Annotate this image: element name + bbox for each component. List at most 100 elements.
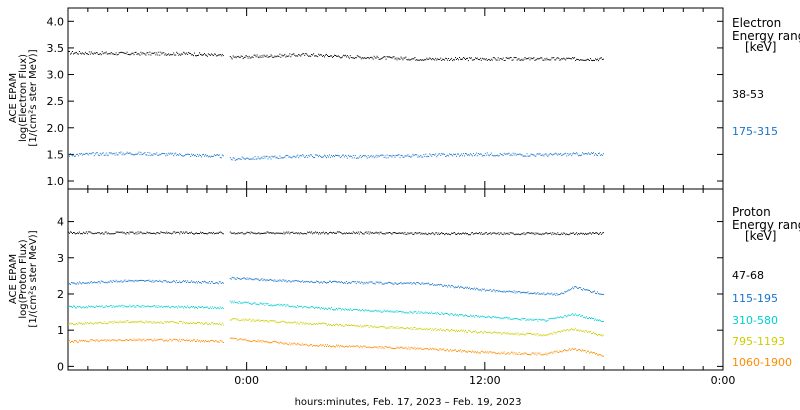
data-point bbox=[262, 340, 264, 342]
data-point bbox=[467, 350, 469, 352]
data-point bbox=[99, 322, 101, 323]
data-point bbox=[185, 323, 187, 325]
data-point bbox=[256, 320, 258, 322]
data-point bbox=[391, 282, 393, 284]
data-point bbox=[300, 154, 302, 156]
data-point bbox=[430, 233, 432, 235]
data-point bbox=[263, 341, 265, 342]
data-point bbox=[405, 328, 407, 329]
data-point bbox=[523, 291, 525, 293]
data-point bbox=[297, 305, 299, 306]
data-point bbox=[241, 156, 243, 158]
data-point bbox=[180, 54, 182, 56]
data-point bbox=[108, 306, 110, 307]
data-point bbox=[391, 233, 393, 235]
data-point bbox=[171, 320, 173, 322]
data-point bbox=[452, 349, 454, 351]
data-point bbox=[155, 340, 157, 342]
data-point bbox=[529, 318, 531, 320]
data-point bbox=[78, 339, 80, 341]
data-point bbox=[562, 292, 564, 294]
data-point bbox=[209, 282, 211, 284]
data-point bbox=[353, 345, 355, 347]
data-point bbox=[577, 287, 579, 289]
data-point bbox=[458, 59, 459, 61]
data-point bbox=[566, 329, 568, 331]
data-point bbox=[477, 233, 479, 235]
data-point bbox=[337, 281, 339, 283]
data-point bbox=[115, 152, 117, 154]
data-point bbox=[582, 315, 584, 317]
data-point bbox=[209, 156, 211, 158]
data-point bbox=[495, 316, 497, 318]
data-point bbox=[484, 351, 486, 353]
data-point bbox=[386, 232, 388, 234]
data-point bbox=[177, 231, 179, 233]
data-point bbox=[288, 305, 290, 307]
data-point bbox=[549, 318, 551, 320]
data-point bbox=[237, 302, 239, 304]
data-point bbox=[346, 309, 348, 311]
data-point bbox=[251, 56, 253, 58]
data-point bbox=[333, 231, 334, 233]
data-point bbox=[185, 280, 187, 282]
data-point bbox=[506, 353, 508, 354]
data-point bbox=[503, 60, 505, 61]
data-point bbox=[491, 59, 493, 61]
proton-legend-title-3: [keV] bbox=[745, 229, 776, 243]
data-point bbox=[280, 341, 282, 343]
data-point bbox=[329, 324, 330, 326]
data-point bbox=[265, 280, 267, 282]
data-point bbox=[514, 317, 516, 319]
data-point bbox=[348, 309, 350, 311]
data-point bbox=[402, 311, 404, 312]
data-point bbox=[395, 232, 397, 234]
data-point bbox=[491, 332, 493, 334]
data-point bbox=[74, 155, 76, 157]
data-point bbox=[114, 339, 116, 341]
data-point bbox=[398, 328, 400, 330]
data-point bbox=[439, 314, 441, 315]
data-point bbox=[277, 342, 279, 343]
data-point bbox=[341, 308, 343, 310]
data-point bbox=[354, 308, 356, 310]
data-point bbox=[155, 54, 157, 56]
data-point bbox=[187, 305, 189, 307]
data-point bbox=[592, 232, 593, 234]
data-point bbox=[250, 303, 252, 305]
data-point bbox=[513, 154, 515, 156]
data-point bbox=[389, 155, 391, 157]
data-point bbox=[348, 232, 350, 234]
data-point bbox=[364, 231, 366, 233]
data-point bbox=[283, 343, 285, 345]
data-point bbox=[70, 283, 71, 285]
data-point bbox=[379, 310, 381, 312]
data-point bbox=[541, 292, 543, 294]
data-point bbox=[222, 324, 224, 326]
data-point bbox=[470, 351, 472, 353]
data-point bbox=[381, 233, 383, 234]
data-point bbox=[580, 350, 582, 351]
data-point bbox=[72, 323, 73, 324]
data-point bbox=[489, 351, 491, 353]
data-point bbox=[324, 281, 325, 283]
data-point bbox=[138, 321, 140, 323]
data-point bbox=[488, 155, 490, 157]
data-point bbox=[563, 293, 565, 295]
data-point bbox=[500, 232, 502, 234]
data-point bbox=[465, 232, 466, 234]
data-point bbox=[284, 321, 286, 323]
data-point bbox=[415, 154, 417, 156]
data-point bbox=[567, 329, 569, 330]
data-point bbox=[475, 331, 477, 333]
data-point bbox=[560, 233, 562, 235]
data-point bbox=[80, 283, 82, 285]
data-point bbox=[490, 351, 492, 353]
data-point bbox=[356, 55, 358, 57]
data-point bbox=[290, 321, 292, 323]
data-point bbox=[600, 334, 602, 336]
data-point bbox=[484, 152, 486, 154]
data-point bbox=[461, 58, 462, 60]
data-point bbox=[420, 311, 422, 313]
data-point bbox=[576, 232, 578, 234]
